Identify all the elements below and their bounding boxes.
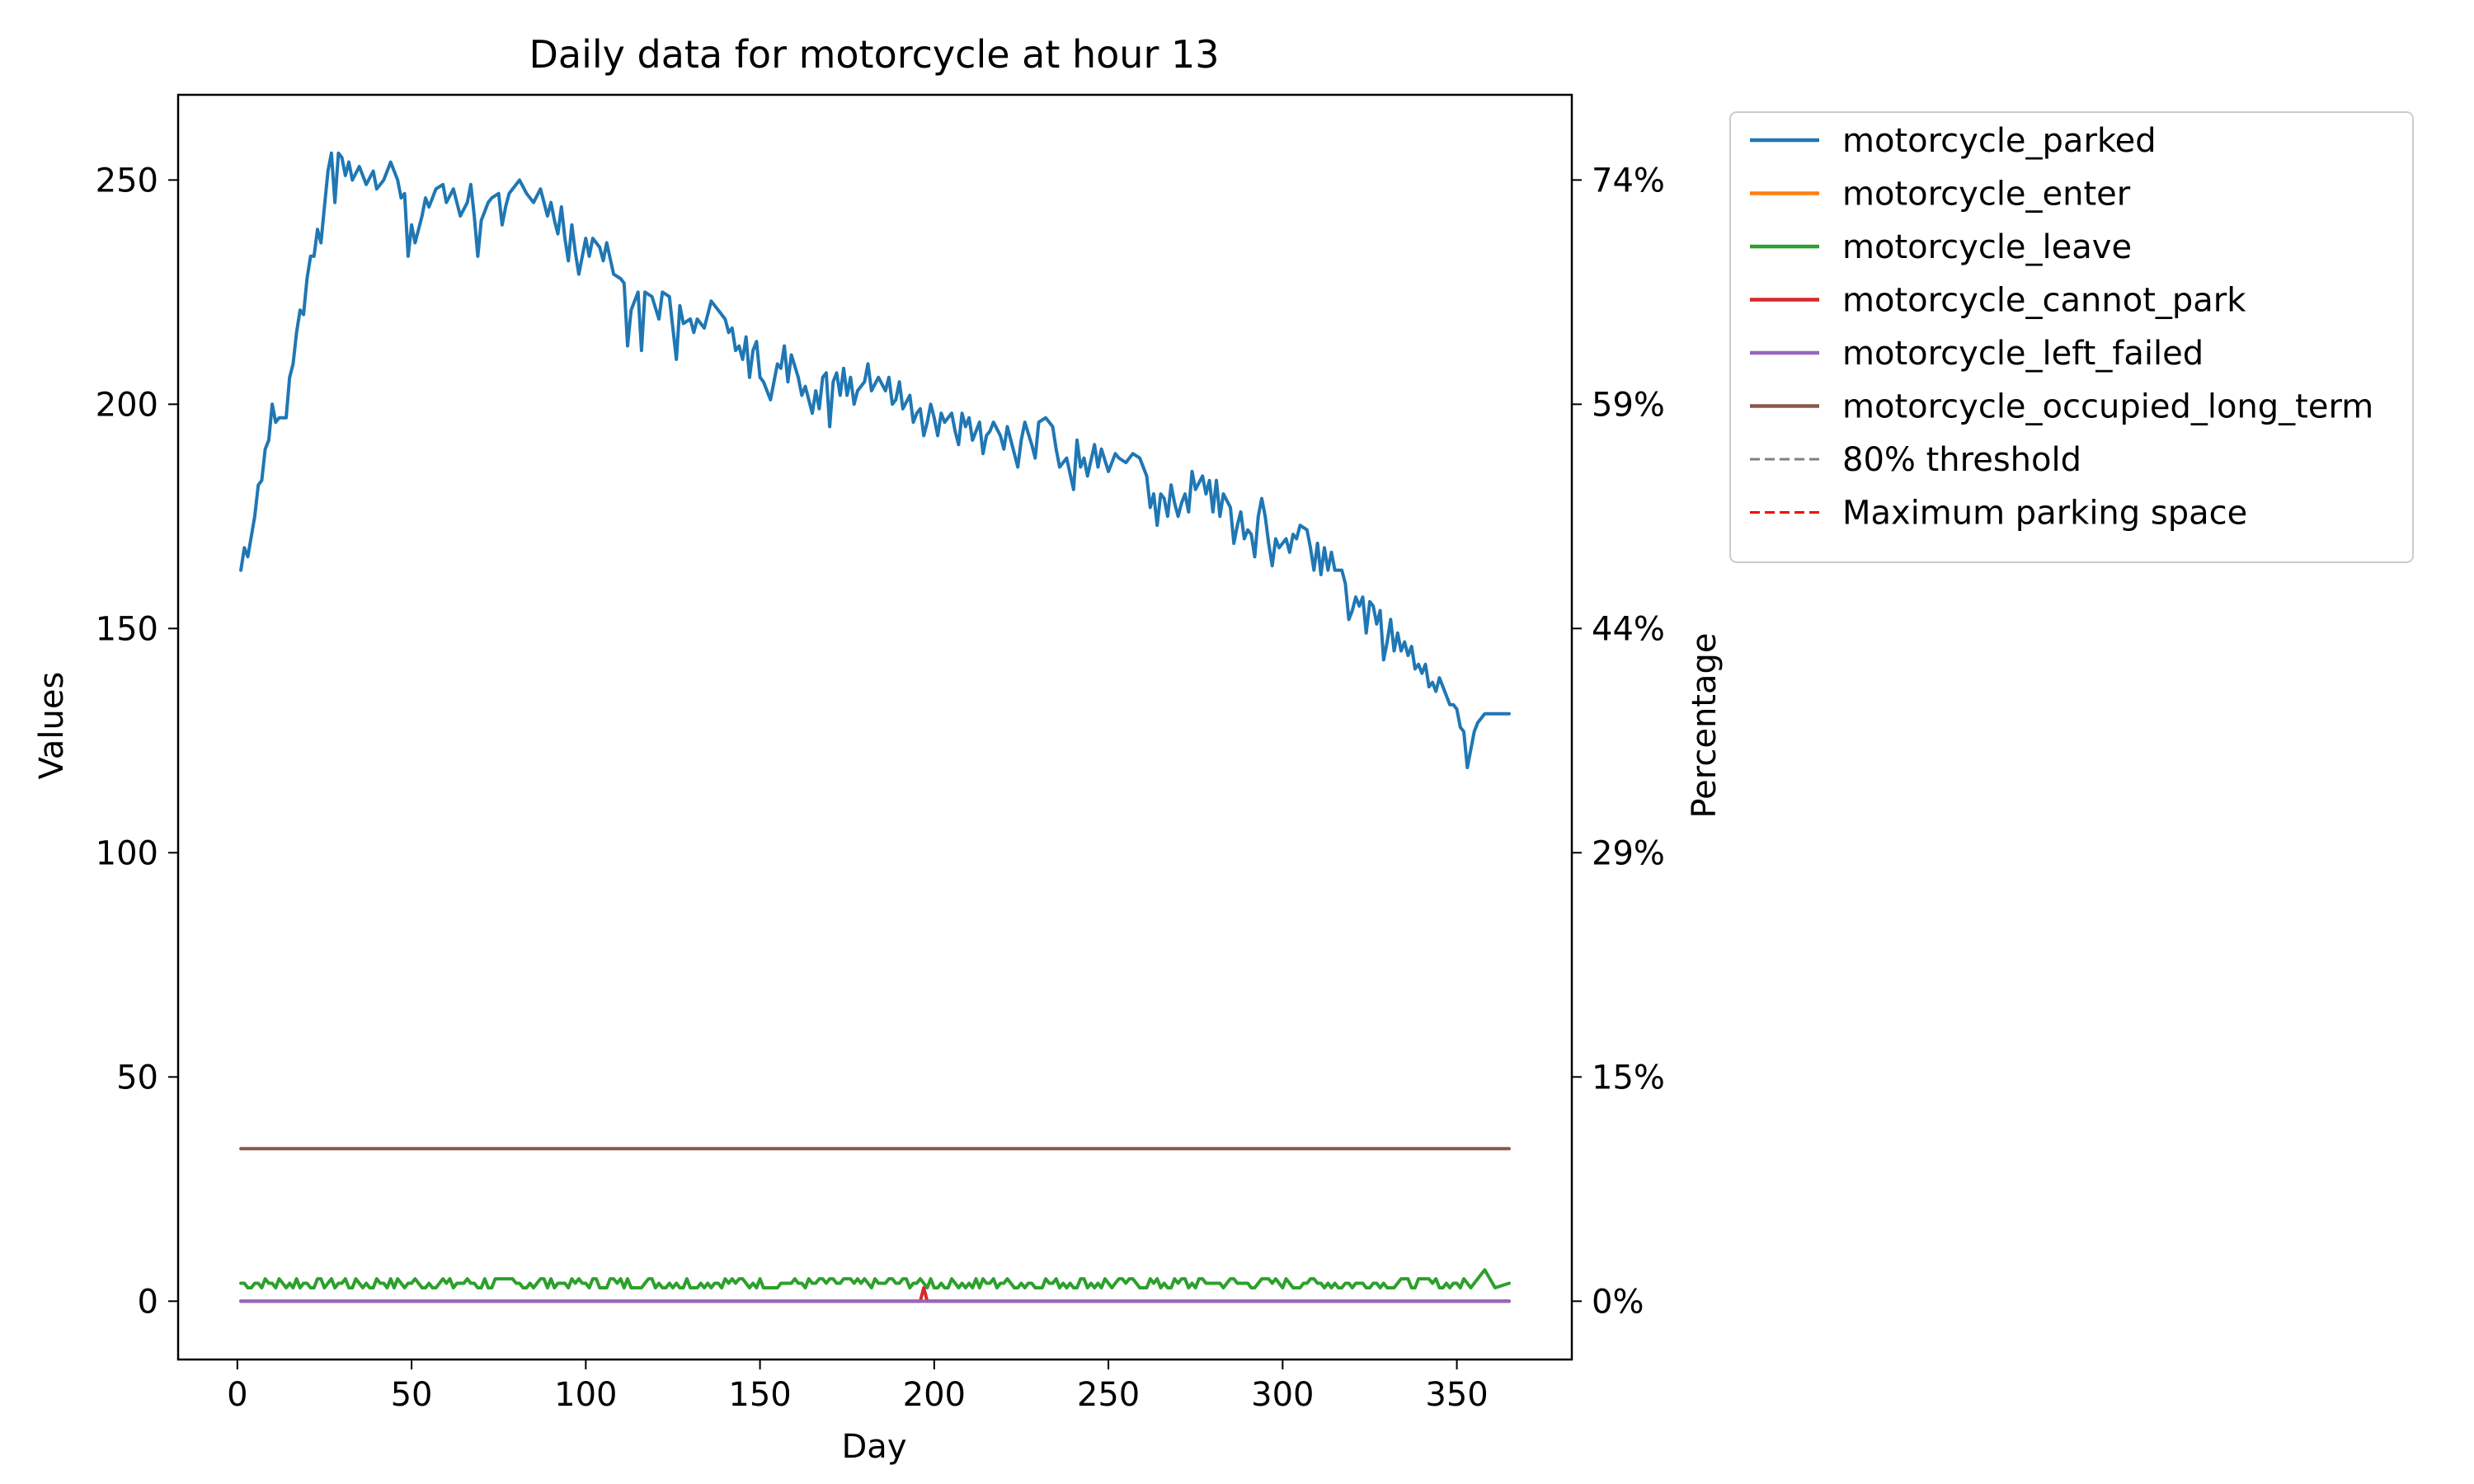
x-tick-label: 350 (1425, 1376, 1488, 1414)
legend-frame (1729, 111, 2414, 563)
x-axis-label: Day (842, 1428, 907, 1466)
y-axis-label: Values (33, 672, 71, 780)
y2-axis-label: Percentage (1686, 632, 1724, 818)
x-tick-label: 300 (1251, 1376, 1314, 1414)
series-layer (239, 151, 1511, 1303)
series-line-2 (239, 1268, 1511, 1289)
y2-tick-label: 29% (1592, 834, 1665, 872)
x-tick-label: 150 (728, 1376, 791, 1414)
y-tick-label: 250 (96, 162, 158, 200)
legend-label: motorcycle_left_failed (1842, 335, 2204, 373)
x-tick-label: 0 (227, 1376, 247, 1414)
x-tick-label: 200 (903, 1376, 966, 1414)
y-tick-label: 200 (96, 386, 158, 424)
y-tick-label: 50 (116, 1059, 158, 1097)
y2-tick-label: 74% (1592, 162, 1665, 200)
legend: motorcycle_parked motorcycle_entermotorcy… (1729, 111, 2414, 563)
y-tick-label: 0 (138, 1283, 158, 1321)
y2-tick-label: 15% (1592, 1059, 1665, 1097)
legend-label: 80% threshold (1842, 441, 2081, 479)
y2-tick-label: 0% (1592, 1283, 1644, 1321)
y2-tick-label: 59% (1592, 386, 1665, 424)
axes-layer: 0 50 100 150 200 250 300 350 0 50 100 150 200 250 0% 15… (96, 93, 1665, 1414)
series-line-0 (239, 151, 1511, 769)
legend-label: motorcycle_enter (1842, 176, 2131, 214)
legend-label: motorcycle_occupied_long_term (1842, 388, 2373, 426)
legend-label: motorcycle_leave (1842, 228, 2132, 266)
legend-label: motorcycle_cannot_park (1842, 282, 2246, 320)
y-tick-label: 150 (96, 610, 158, 648)
y2-tick-label: 44% (1592, 610, 1665, 648)
chart-title: Daily data for motorcycle at hour 13 (529, 32, 1219, 77)
plot-frame (176, 93, 1573, 1361)
y-tick-label: 100 (96, 834, 158, 872)
legend-label: motorcycle_parked (1842, 122, 2157, 160)
x-tick-label: 50 (391, 1376, 433, 1414)
x-tick-label: 250 (1077, 1376, 1140, 1414)
x-tick-label: 100 (554, 1376, 617, 1414)
legend-label: Maximum parking space (1842, 495, 2247, 533)
